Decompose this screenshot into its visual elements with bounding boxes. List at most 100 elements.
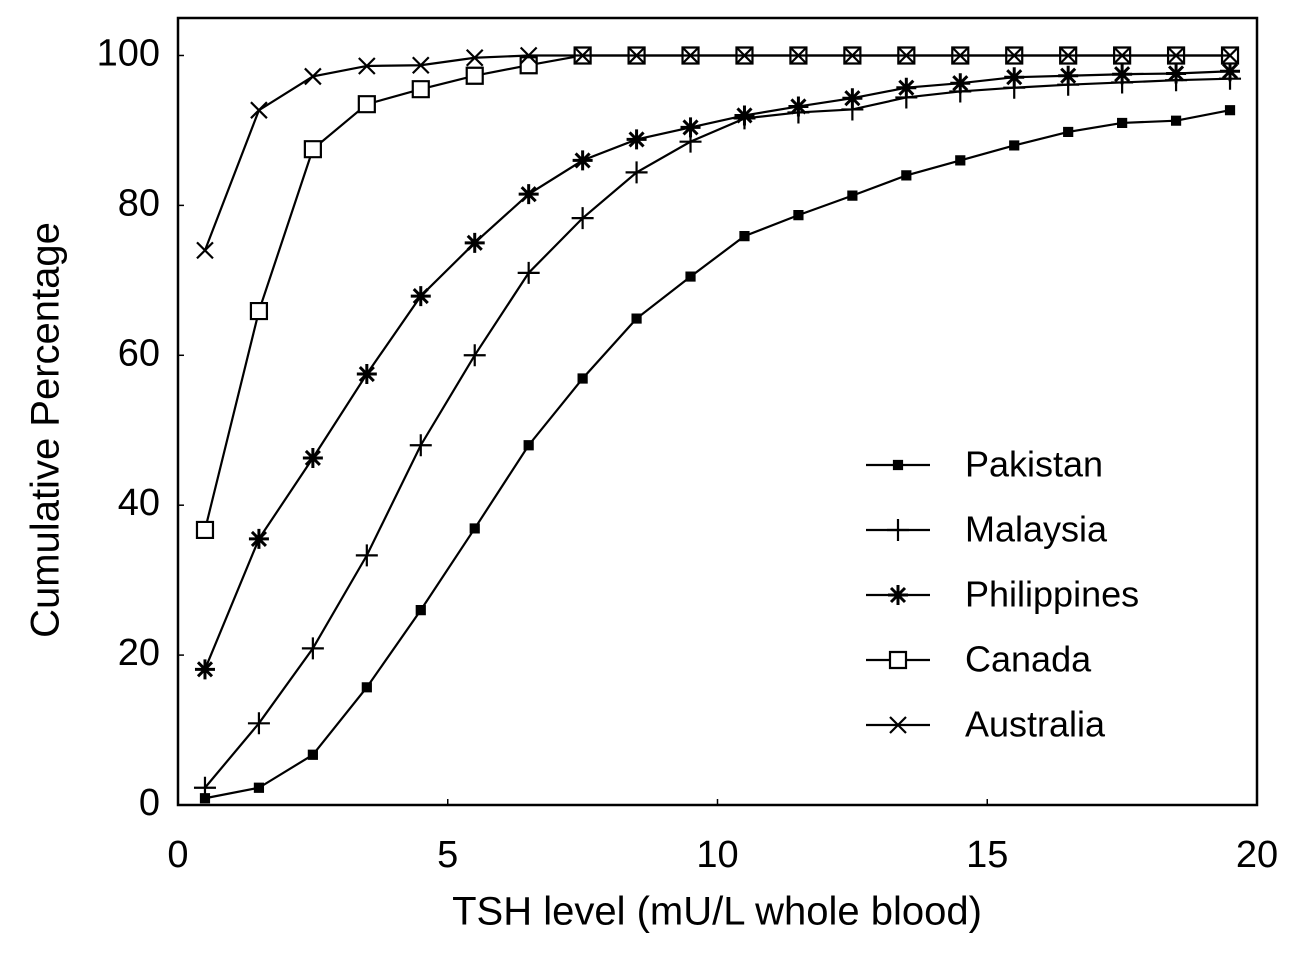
marker: [681, 46, 700, 65]
marker: [357, 95, 376, 114]
marker: [1117, 117, 1128, 129]
legend-entry: Philippines: [866, 574, 1139, 615]
marker: [517, 261, 540, 284]
marker: [901, 170, 912, 181]
y-tick-label: 80: [118, 182, 160, 224]
legend-label: Malaysia: [965, 509, 1108, 550]
marker: [625, 161, 648, 184]
marker: [571, 207, 594, 230]
marker: [302, 447, 323, 468]
marker: [194, 659, 215, 680]
plot-frame: [176, 16, 1259, 807]
series-line: [204, 109, 1231, 800]
marker: [307, 749, 318, 760]
marker: [951, 46, 970, 65]
marker: [896, 77, 917, 98]
legend-entry: Malaysia: [866, 509, 1108, 550]
marker: [195, 520, 215, 540]
series-line: [204, 77, 1231, 789]
series-line: [203, 54, 1231, 251]
marker: [361, 682, 372, 693]
marker: [842, 88, 863, 109]
x-tick-label: 10: [696, 834, 738, 876]
marker: [523, 440, 534, 451]
y-tick-label: 60: [118, 332, 160, 374]
marker: [304, 67, 322, 86]
marker: [955, 155, 966, 166]
marker: [469, 523, 480, 534]
marker: [1224, 105, 1236, 116]
marker: [789, 46, 808, 65]
marker: [358, 57, 376, 75]
marker: [193, 776, 216, 799]
marker: [411, 80, 430, 99]
marker: [415, 605, 426, 616]
marker: [1113, 46, 1131, 65]
marker: [680, 117, 701, 138]
legend-label: Australia: [965, 704, 1106, 745]
marker: [1009, 140, 1020, 151]
marker: [573, 46, 592, 65]
marker: [1063, 126, 1074, 138]
y-tick-label: 20: [118, 632, 160, 674]
marker: [519, 46, 538, 65]
marker: [735, 46, 754, 65]
marker: [888, 585, 908, 605]
marker: [897, 46, 916, 65]
y-axis-label: Cumulative Percentage: [24, 222, 68, 638]
marker: [249, 301, 269, 321]
marker: [1005, 46, 1023, 65]
marker: [518, 184, 539, 205]
marker: [356, 364, 377, 385]
y-tick-label: 40: [118, 482, 160, 524]
marker: [196, 241, 214, 260]
marker: [410, 286, 431, 307]
marker: [248, 528, 269, 549]
marker: [734, 105, 755, 126]
marker: [889, 716, 907, 734]
marker: [1221, 46, 1239, 65]
marker: [888, 650, 908, 670]
marker: [843, 46, 862, 65]
marker: [303, 140, 322, 159]
marker: [465, 66, 484, 85]
marker: [301, 637, 324, 660]
marker: [1167, 46, 1185, 65]
marker: [626, 129, 647, 150]
y-tick-label: 0: [139, 782, 160, 824]
x-tick-label: 0: [167, 834, 188, 876]
x-tick-label: 15: [966, 834, 1008, 876]
y-tick-label: 100: [97, 33, 160, 75]
marker: [739, 231, 750, 242]
legend-label: Canada: [965, 639, 1092, 680]
marker: [355, 544, 378, 567]
marker: [411, 56, 430, 74]
marker: [627, 46, 646, 65]
legend-label: Pakistan: [965, 444, 1103, 485]
legend-entry: Canada: [866, 639, 1092, 680]
marker: [847, 190, 858, 201]
marker: [250, 101, 268, 119]
marker: [1112, 64, 1133, 85]
marker: [788, 96, 809, 117]
marker: [409, 434, 432, 457]
marker: [892, 459, 904, 471]
marker: [1059, 46, 1077, 65]
marker: [464, 232, 485, 253]
marker: [1058, 65, 1079, 86]
marker: [247, 712, 270, 735]
x-tick-label: 20: [1236, 834, 1278, 876]
marker: [631, 313, 642, 324]
marker: [463, 344, 486, 367]
marker: [1170, 115, 1182, 126]
marker: [685, 271, 696, 282]
marker: [887, 519, 909, 541]
x-tick-label: 5: [437, 834, 458, 876]
legend-label: Philippines: [965, 574, 1139, 615]
marker: [253, 782, 265, 793]
x-axis-label: TSH level (mU/L whole blood): [452, 890, 982, 934]
marker: [950, 73, 971, 94]
marker: [1004, 67, 1025, 88]
